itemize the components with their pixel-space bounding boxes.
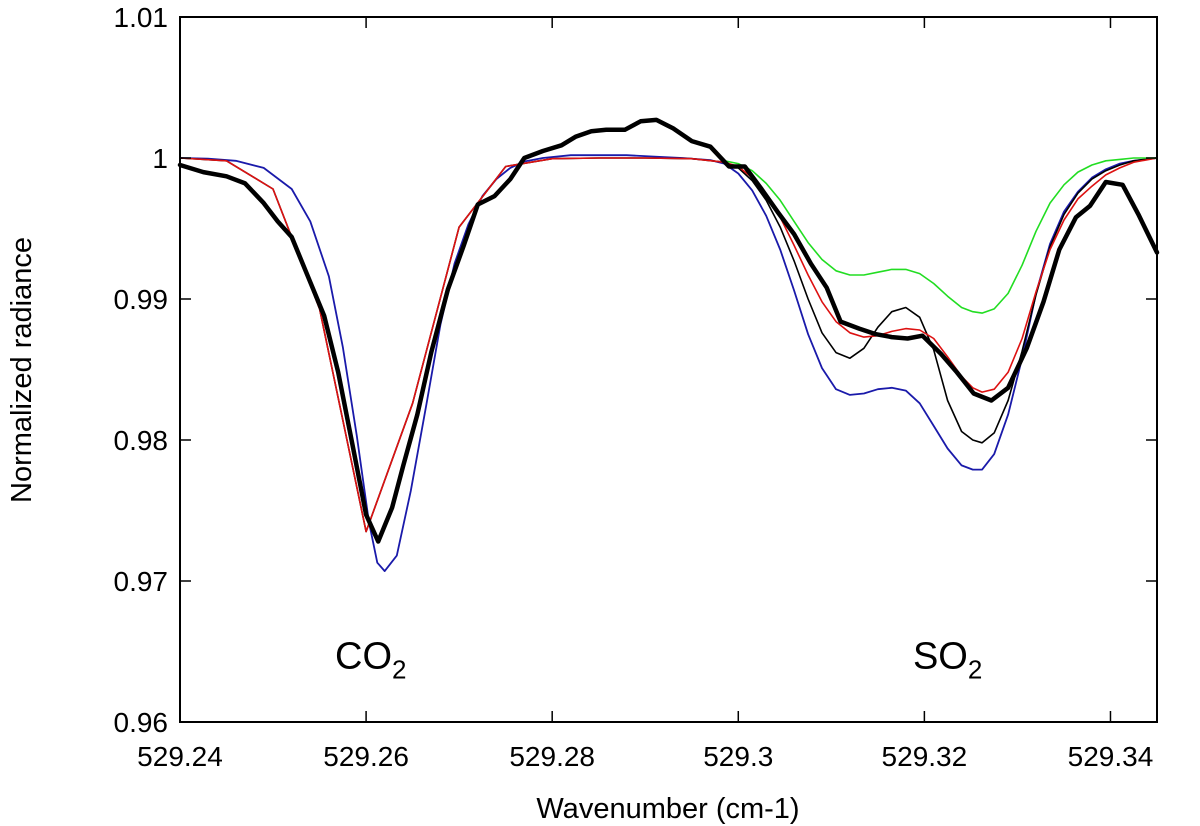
- x-axis-title: Wavenumber (cm-1): [536, 793, 799, 825]
- y-tick-label: 0.98: [114, 425, 169, 456]
- y-tick-label: 1.01: [114, 2, 169, 33]
- x-tick-label: 529.34: [1068, 741, 1154, 772]
- plot-series-group: [177, 117, 1160, 572]
- series-line-3: [179, 157, 1158, 533]
- annotations-group: CO2 SO2: [335, 635, 982, 684]
- axes-group: 529.24 529.26 529.28 529.3 529.32 529.34 0.96 0…: [114, 2, 1157, 772]
- series-line-4: [723, 157, 1158, 314]
- x-tick-label: 529.28: [509, 741, 595, 772]
- series-line-1: [179, 154, 1158, 572]
- x-tick-label: 529.3: [703, 741, 773, 772]
- plot-frame: [179, 16, 1158, 723]
- y-axis-title: Normalized radiance: [6, 237, 38, 503]
- y-tick-label: 0.99: [114, 284, 169, 315]
- y-tick-label: 1: [152, 143, 168, 174]
- molecule-label: SO2: [913, 635, 982, 684]
- y-tick-label: 0.97: [114, 566, 169, 597]
- y-tick-label: 0.96: [114, 707, 169, 738]
- x-tick-label: 529.32: [882, 741, 968, 772]
- x-tick-label: 529.24: [137, 741, 223, 772]
- x-tick-label: 529.26: [323, 741, 409, 772]
- molecule-label: CO2: [335, 635, 406, 684]
- series-line-0: [177, 117, 1160, 544]
